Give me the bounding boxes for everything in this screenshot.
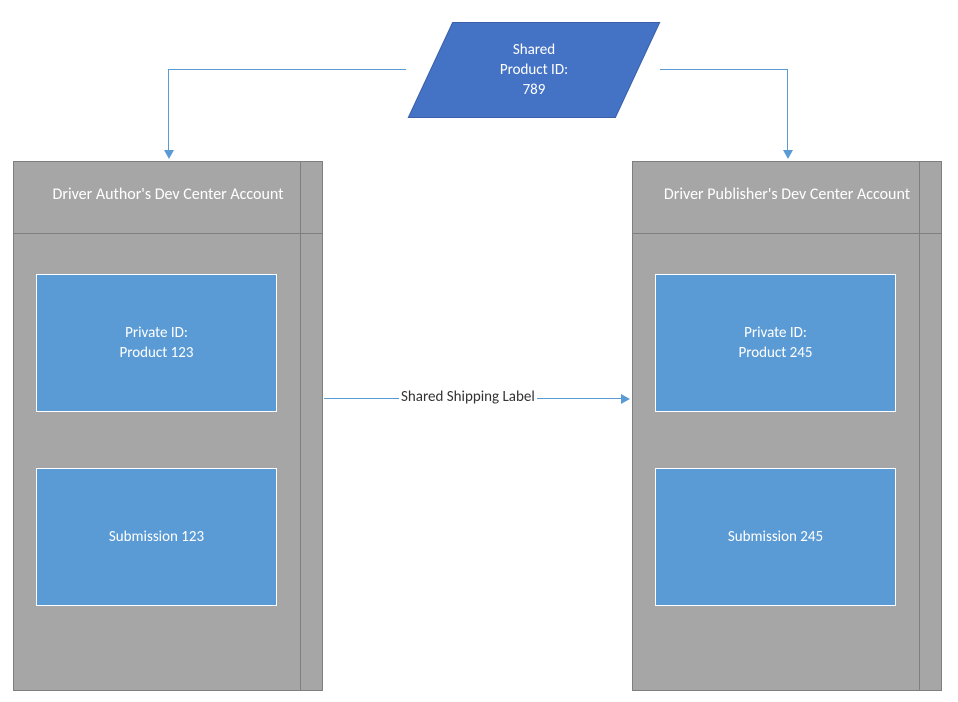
arrow-to-left-h	[168, 69, 406, 70]
arrow-to-left-head	[164, 150, 174, 159]
arrow-to-right-h	[660, 69, 787, 70]
left-box-area: Private ID: Product 123 Submission 123	[14, 234, 322, 690]
right-private-line1: Private ID:	[744, 324, 807, 342]
arrow-to-right-head	[783, 150, 793, 159]
shipping-label-text: Shared Shipping Label	[399, 388, 537, 406]
left-submission-line1: Submission 123	[109, 527, 204, 547]
right-strip	[919, 162, 941, 690]
right-submission-line1: Submission 245	[728, 527, 823, 547]
left-account-column: Driver Author's Dev Center Account Priva…	[13, 161, 323, 691]
arrow-ship-head	[621, 394, 630, 404]
shared-product-text: Shared Product ID: 789	[500, 40, 568, 101]
shared-line3: 789	[523, 81, 546, 99]
shared-line2: Product ID:	[500, 61, 568, 79]
left-private-line2: Product 123	[120, 344, 194, 362]
right-box-area: Private ID: Product 245 Submission 245	[633, 234, 941, 690]
right-account-title: Driver Publisher's Dev Center Account	[633, 162, 941, 234]
arrow-to-left-v	[168, 69, 169, 151]
left-strip	[300, 162, 322, 690]
arrow-to-right-v	[787, 69, 788, 151]
right-private-line2: Product 245	[739, 344, 813, 362]
left-account-title: Driver Author's Dev Center Account	[14, 162, 322, 234]
right-submission-box: Submission 245	[655, 468, 896, 606]
right-account-column: Driver Publisher's Dev Center Account Pr…	[632, 161, 942, 691]
left-submission-box: Submission 123	[36, 468, 277, 606]
left-private-box: Private ID: Product 123	[36, 274, 277, 412]
shared-line1: Shared	[513, 41, 555, 59]
left-private-line1: Private ID:	[125, 324, 188, 342]
right-private-box: Private ID: Product 245	[655, 274, 896, 412]
shared-product-node: Shared Product ID: 789	[430, 22, 638, 118]
